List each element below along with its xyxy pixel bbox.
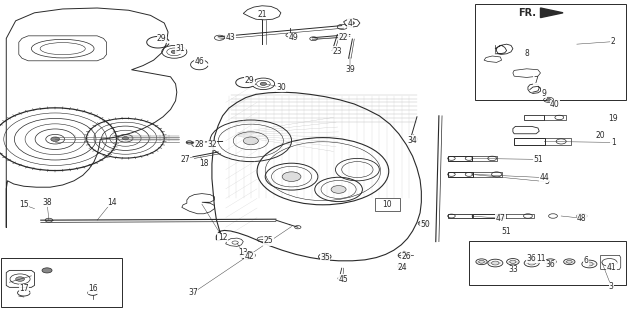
Text: 47: 47 (495, 214, 505, 223)
Text: 36: 36 (527, 254, 537, 263)
Text: 23: 23 (332, 47, 342, 56)
Text: 14: 14 (107, 198, 117, 207)
Text: 5: 5 (544, 177, 549, 186)
Text: 38: 38 (42, 198, 52, 207)
Text: 36: 36 (545, 260, 556, 269)
Circle shape (171, 50, 177, 53)
Bar (473, 172, 502, 177)
Text: FR.: FR. (518, 8, 536, 19)
Text: 29: 29 (245, 76, 255, 85)
Text: 16: 16 (88, 284, 98, 293)
Bar (544, 115, 566, 120)
Text: 7: 7 (534, 76, 539, 85)
Bar (475, 4, 626, 100)
Text: 34: 34 (408, 136, 418, 145)
Text: 51: 51 (502, 227, 512, 236)
Text: 29: 29 (157, 34, 167, 43)
Text: 18: 18 (199, 159, 209, 168)
Text: 49: 49 (288, 33, 298, 42)
Text: 26: 26 (401, 252, 411, 261)
Text: 27: 27 (180, 155, 190, 164)
Text: 43: 43 (226, 33, 236, 42)
Circle shape (322, 255, 328, 258)
Text: 21: 21 (257, 10, 267, 19)
Bar (469, 241, 626, 285)
Circle shape (122, 137, 129, 140)
Text: 41: 41 (606, 263, 616, 272)
Text: 10: 10 (382, 200, 393, 209)
Text: 24: 24 (398, 263, 408, 272)
Text: 42: 42 (245, 252, 255, 261)
Text: 35: 35 (320, 253, 330, 262)
Circle shape (42, 268, 52, 273)
Bar (472, 214, 506, 218)
Text: 32: 32 (207, 140, 217, 149)
Text: 28: 28 (194, 140, 204, 149)
Text: 51: 51 (533, 155, 543, 164)
Text: 25: 25 (263, 236, 273, 245)
Circle shape (348, 21, 354, 25)
Text: 48: 48 (577, 214, 587, 223)
Text: 20: 20 (596, 131, 606, 140)
Text: 15: 15 (19, 200, 29, 209)
Bar (1, 258, 122, 307)
Circle shape (16, 277, 24, 281)
Text: 30: 30 (276, 83, 286, 92)
Text: 17: 17 (19, 284, 29, 293)
Text: 9: 9 (542, 89, 547, 98)
Text: 39: 39 (345, 65, 355, 74)
Text: 8: 8 (524, 49, 529, 58)
Text: 11: 11 (535, 254, 545, 263)
Text: 50: 50 (420, 220, 430, 229)
Circle shape (51, 137, 60, 141)
Bar (472, 156, 497, 161)
Text: 1: 1 (611, 138, 616, 147)
Text: 46: 46 (194, 57, 204, 66)
Text: 40: 40 (550, 100, 560, 109)
Text: 2: 2 (611, 37, 616, 46)
Circle shape (331, 186, 346, 193)
Text: 44: 44 (539, 173, 549, 182)
Circle shape (260, 82, 266, 85)
Circle shape (244, 253, 251, 257)
Circle shape (546, 99, 551, 101)
Text: 3: 3 (609, 282, 614, 291)
Text: 37: 37 (188, 288, 198, 297)
Bar (545, 138, 571, 145)
Text: 33: 33 (508, 265, 518, 274)
Text: 22: 22 (339, 33, 349, 42)
Text: 13: 13 (238, 248, 248, 257)
Text: 6: 6 (584, 256, 589, 265)
Polygon shape (540, 8, 563, 18)
Circle shape (243, 137, 258, 145)
Text: 19: 19 (608, 114, 618, 123)
Text: 4: 4 (347, 19, 352, 28)
Bar (497, 214, 534, 218)
Text: 45: 45 (339, 275, 349, 284)
Circle shape (282, 172, 301, 181)
Text: 12: 12 (218, 233, 228, 242)
Text: 31: 31 (176, 44, 186, 53)
